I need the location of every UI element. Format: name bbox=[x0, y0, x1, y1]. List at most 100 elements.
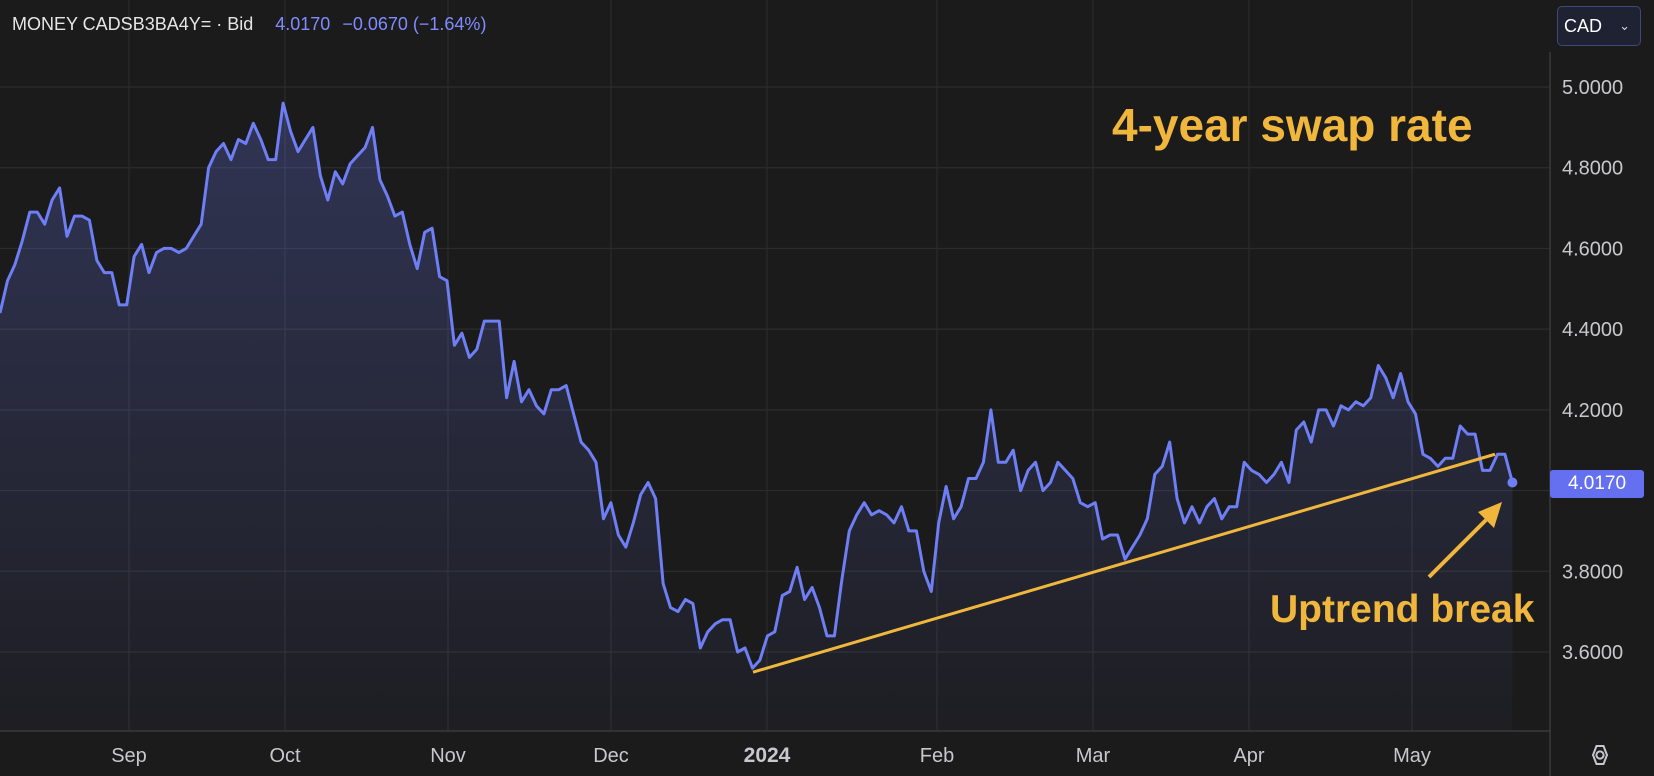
annotation-arrow bbox=[1427, 502, 1502, 579]
data-point bbox=[65, 234, 69, 238]
data-point bbox=[28, 210, 32, 214]
chart-title: 4-year swap rate bbox=[1112, 99, 1473, 151]
x-tick-label: 2024 bbox=[744, 744, 791, 767]
data-point bbox=[1160, 464, 1164, 468]
data-point bbox=[803, 598, 807, 602]
chart-header: MONEY CADSB3BA4Y= · Bid 4.0170 −0.0670 (… bbox=[12, 12, 486, 36]
data-point bbox=[1220, 517, 1224, 521]
data-point bbox=[363, 146, 367, 150]
data-point bbox=[1078, 501, 1082, 505]
annotation-label: Uptrend break bbox=[1270, 588, 1535, 631]
data-point bbox=[1026, 468, 1030, 472]
data-point bbox=[572, 412, 576, 416]
settings-icon[interactable] bbox=[1584, 742, 1616, 768]
data-point bbox=[661, 581, 665, 585]
data-point bbox=[1198, 521, 1202, 525]
data-point bbox=[713, 622, 717, 626]
chevron-down-icon: ⌄ bbox=[1619, 18, 1630, 33]
data-point bbox=[311, 125, 315, 129]
data-point bbox=[1190, 505, 1194, 509]
data-point bbox=[1302, 420, 1306, 424]
data-point bbox=[1436, 464, 1440, 468]
data-point bbox=[646, 481, 650, 485]
data-point bbox=[1279, 460, 1283, 464]
data-point bbox=[1406, 400, 1410, 404]
data-point bbox=[1108, 533, 1112, 537]
data-point bbox=[378, 178, 382, 182]
data-point bbox=[624, 545, 628, 549]
data-point bbox=[683, 598, 687, 602]
price-value: 4.0170 bbox=[275, 13, 331, 34]
data-point bbox=[877, 509, 881, 513]
trendline bbox=[752, 452, 1496, 674]
data-point bbox=[244, 142, 248, 146]
price-change: −0.0670 (−1.64%) bbox=[342, 13, 487, 34]
data-point bbox=[728, 618, 732, 622]
data-point bbox=[892, 521, 896, 525]
data-point bbox=[1227, 505, 1231, 509]
x-tick-label: Oct bbox=[269, 745, 301, 767]
data-point bbox=[132, 255, 136, 259]
data-point bbox=[289, 129, 293, 133]
data-point bbox=[1428, 456, 1432, 460]
data-point bbox=[900, 505, 904, 509]
data-point bbox=[460, 331, 464, 335]
data-point bbox=[147, 271, 151, 275]
currency-value: CAD bbox=[1564, 15, 1603, 36]
data-point bbox=[408, 242, 412, 246]
y-tick-label: 5.0000 bbox=[1562, 77, 1623, 99]
data-point bbox=[400, 210, 404, 214]
data-point bbox=[527, 388, 531, 392]
data-point bbox=[691, 602, 695, 606]
data-point bbox=[967, 477, 971, 481]
data-point bbox=[1265, 481, 1269, 485]
data-point bbox=[1384, 376, 1388, 380]
data-point bbox=[117, 303, 121, 307]
data-point bbox=[102, 271, 106, 275]
x-tick-label: May bbox=[1393, 745, 1431, 767]
symbol-label: MONEY CADSB3BA4Y= · Bid bbox=[12, 13, 254, 34]
data-point bbox=[162, 246, 166, 250]
series-line bbox=[0, 101, 1514, 670]
data-point bbox=[1414, 412, 1418, 416]
data-point bbox=[1309, 440, 1313, 444]
data-point bbox=[1153, 472, 1157, 476]
data-point bbox=[549, 388, 553, 392]
data-point bbox=[832, 634, 836, 638]
data-point bbox=[1183, 521, 1187, 525]
data-point bbox=[6, 279, 10, 283]
data-point bbox=[184, 246, 188, 250]
data-point bbox=[497, 319, 501, 323]
currency-select[interactable]: CAD ⌄ bbox=[1557, 6, 1641, 46]
data-point bbox=[989, 408, 993, 412]
data-point bbox=[266, 158, 270, 162]
data-point bbox=[1138, 533, 1142, 537]
data-point bbox=[222, 142, 226, 146]
data-point bbox=[1399, 372, 1403, 376]
data-point bbox=[1034, 460, 1038, 464]
data-point bbox=[542, 412, 546, 416]
data-point bbox=[35, 210, 39, 214]
data-point bbox=[430, 226, 434, 230]
data-point bbox=[1421, 452, 1425, 456]
x-tick-label: Mar bbox=[1076, 745, 1111, 767]
data-point bbox=[855, 513, 859, 517]
data-point bbox=[1510, 481, 1514, 485]
data-point bbox=[341, 182, 345, 186]
data-point bbox=[50, 198, 54, 202]
data-point bbox=[602, 517, 606, 521]
data-point bbox=[1391, 396, 1395, 400]
data-point bbox=[110, 271, 114, 275]
data-point bbox=[765, 634, 769, 638]
data-point bbox=[1250, 468, 1254, 472]
data-point bbox=[192, 234, 196, 238]
data-point bbox=[952, 517, 956, 521]
data-point bbox=[281, 101, 285, 105]
data-point bbox=[631, 521, 635, 525]
series-area bbox=[0, 103, 1513, 732]
data-point bbox=[445, 279, 449, 283]
data-point bbox=[1317, 408, 1321, 412]
data-point bbox=[1496, 452, 1500, 456]
data-point bbox=[95, 259, 99, 263]
data-point bbox=[870, 513, 874, 517]
